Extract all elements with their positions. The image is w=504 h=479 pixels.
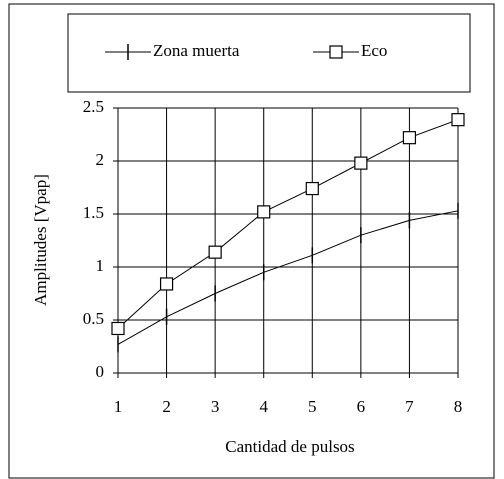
marker xyxy=(329,45,343,59)
marker xyxy=(451,113,465,127)
x-axis-label: Cantidad de pulsos xyxy=(225,437,354,456)
legend-label: Zona muerta xyxy=(153,41,240,60)
y-tick-label: 2 xyxy=(96,150,105,169)
marker xyxy=(354,156,368,170)
x-tick-label: 7 xyxy=(405,397,414,416)
marker xyxy=(159,277,174,291)
x-tick-label: 6 xyxy=(357,397,366,416)
x-tick-label: 5 xyxy=(308,397,317,416)
marker xyxy=(208,245,222,259)
x-tick-label: 1 xyxy=(114,397,123,416)
series-line xyxy=(117,119,459,329)
y-axis-label: Amplitudes [Vpap] xyxy=(31,174,50,306)
legend-box xyxy=(67,13,471,93)
x-tick-label: 2 xyxy=(162,397,171,416)
x-tick-label: 8 xyxy=(454,397,463,416)
x-tick-label: 3 xyxy=(211,397,220,416)
y-tick-label: 2.5 xyxy=(83,97,104,116)
x-tick-label: 4 xyxy=(259,397,268,416)
y-tick-label: 0 xyxy=(96,362,105,381)
y-tick-label: 1.5 xyxy=(83,203,104,222)
legend-label: Eco xyxy=(361,41,387,60)
marker xyxy=(257,205,271,219)
marker xyxy=(111,321,125,336)
y-tick-label: 1 xyxy=(96,256,105,275)
y-tick-label: 0.5 xyxy=(83,309,104,328)
series-line xyxy=(117,210,459,345)
marker xyxy=(402,131,417,145)
marker xyxy=(305,181,319,196)
